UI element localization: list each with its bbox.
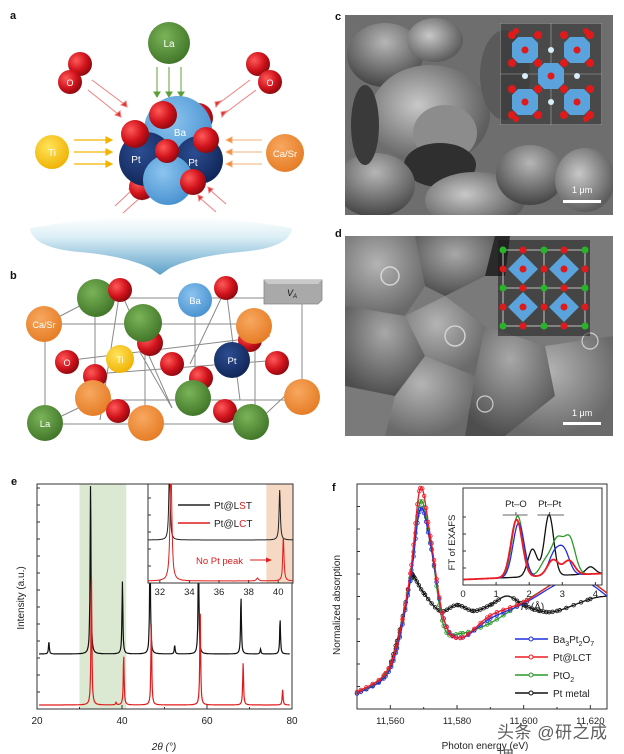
no-pt-peak-annotation: No Pt peak <box>196 556 243 567</box>
xanes-legend-item: Ba3Pt2O7 <box>553 635 594 648</box>
xanes-y-axis-label: Normalized absorption <box>332 555 343 655</box>
svg-text:La: La <box>40 419 51 430</box>
svg-text:60: 60 <box>201 716 213 727</box>
panel-letter-f: f <box>332 482 336 494</box>
sem-image-d: 1 μm <box>345 236 613 436</box>
panel-e: e Intensity (a.u.) 2θ (°) 20 40 60 80 32 34 36… <box>0 470 310 754</box>
svg-text:32: 32 <box>155 587 166 598</box>
svg-text:1: 1 <box>493 589 498 600</box>
svg-text:38: 38 <box>243 587 254 598</box>
crystal-structure-inset-d <box>498 240 590 336</box>
synthesis-schematic: La O O Ti <box>30 22 304 275</box>
svg-text:Ti: Ti <box>116 355 123 365</box>
watermark-text: 头条 @研之成理 <box>497 723 608 754</box>
svg-text:20: 20 <box>31 716 43 727</box>
svg-text:11,580: 11,580 <box>443 716 471 727</box>
svg-text:11,620: 11,620 <box>576 716 604 727</box>
panel-letter-c: c <box>335 11 342 23</box>
xrd-series-1 <box>39 578 290 706</box>
panel-letter-e: e <box>11 476 18 488</box>
svg-text:Ti: Ti <box>48 148 56 159</box>
svg-text:La: La <box>163 39 175 50</box>
xrd-series-0 <box>39 486 290 655</box>
xanes-legend-item: Pt metal <box>553 689 590 700</box>
crystal-cluster-icon: Ba Pt Pt <box>119 96 223 205</box>
svg-text:40: 40 <box>273 587 284 598</box>
scale-bar-label-c: 1 μm <box>572 185 593 195</box>
svg-text:O: O <box>63 358 70 368</box>
svg-text:Pt: Pt <box>228 356 237 367</box>
svg-text:34: 34 <box>184 587 195 598</box>
xanes-chart: Normalized absorption Photon energy (eV)… <box>332 483 608 752</box>
xanes-legend-item: Pt@LCT <box>553 653 592 664</box>
a-site-vacancy-icon: VA <box>263 279 323 305</box>
panel-letter-a: a <box>10 10 17 22</box>
svg-text:O: O <box>266 78 273 88</box>
xrd-y-axis-label: Intensity (a.u.) <box>16 566 27 629</box>
svg-text:11,600: 11,600 <box>509 716 537 727</box>
exafs-inset <box>462 487 603 586</box>
panel-f: f Normalized absorption Photon energy (e… <box>320 470 624 754</box>
scale-bar-c <box>563 200 601 203</box>
svg-text:11,560: 11,560 <box>376 716 404 727</box>
svg-text:Ba: Ba <box>189 296 201 307</box>
crystal-structure-inset-c <box>500 23 602 125</box>
xrd-x-axis-label: 2θ (°) <box>151 742 176 753</box>
svg-text:2: 2 <box>527 589 532 600</box>
panel-d: d <box>330 222 624 444</box>
svg-text:Ca/Sr: Ca/Sr <box>273 149 297 160</box>
svg-text:Ca/Sr: Ca/Sr <box>32 320 55 330</box>
svg-text:80: 80 <box>286 716 298 727</box>
panel-letter-b: b <box>10 270 17 282</box>
xrd-legend-item: Pt@LST <box>214 501 252 512</box>
panel-letter-d: d <box>335 228 342 240</box>
highlight-region <box>79 484 127 709</box>
ti-atom-icon: Ti <box>35 135 69 169</box>
unit-cell-schematic: Ba Ca/Sr Ti O Pt La VA <box>26 276 323 441</box>
scale-bar-label-d: 1 μm <box>572 408 593 418</box>
xrd-chart: Intensity (a.u.) 2θ (°) 20 40 60 80 32 34 36 38… <box>16 483 298 753</box>
svg-text:36: 36 <box>214 587 225 598</box>
sem-image-c: 1 μm <box>345 15 613 215</box>
svg-text:O: O <box>66 78 73 88</box>
panel-a: a La O <box>0 0 320 275</box>
svg-text:40: 40 <box>116 716 128 727</box>
svg-text:4: 4 <box>593 589 598 600</box>
ca-sr-atom-icon: Ca/Sr <box>266 134 304 172</box>
xanes-x-axis-label: Photon energy (eV) <box>442 741 529 752</box>
svg-text:Ba: Ba <box>174 128 187 139</box>
svg-text:0: 0 <box>460 589 465 600</box>
scale-bar-d <box>563 422 601 425</box>
panel-b: b Ba <box>0 270 330 450</box>
la-atom-icon: La <box>148 22 190 64</box>
panel-c: c <box>330 0 624 222</box>
oxygen-molecule-right-icon: O <box>246 52 282 94</box>
oxygen-molecule-left-icon: O <box>58 52 92 94</box>
exafs-y-axis-label: FT of EXAFS <box>447 515 458 571</box>
exafs-bond-annotation: Pt–O <box>505 499 527 510</box>
exafs-bond-annotation: Pt–Pt <box>538 499 562 510</box>
transition-arrow-icon <box>30 216 292 275</box>
svg-text:VA: VA <box>287 288 297 300</box>
xanes-legend-item: PtO2 <box>553 671 574 684</box>
svg-text:Pt: Pt <box>188 158 198 169</box>
svg-text:3: 3 <box>560 589 565 600</box>
exafs-x-axis-label: R (Å) <box>521 600 544 613</box>
svg-text:Pt: Pt <box>131 155 141 166</box>
xrd-legend-item: Pt@LCT <box>214 519 253 530</box>
